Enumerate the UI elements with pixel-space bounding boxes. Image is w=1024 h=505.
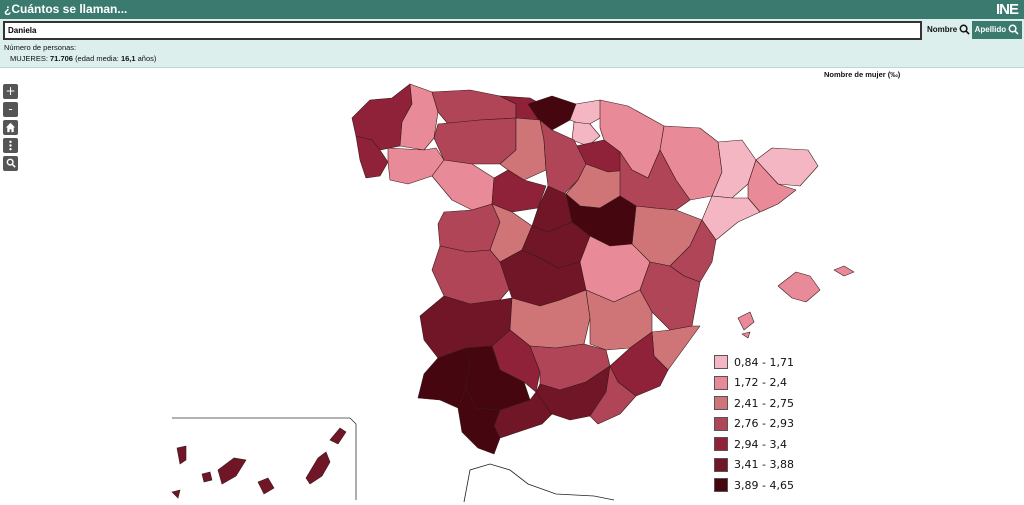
apellido-search-button[interactable]: Apellido xyxy=(972,21,1022,39)
search-icon xyxy=(960,24,971,36)
legend-swatch xyxy=(714,478,728,493)
header-bar: ¿Cuántos se llaman... INE xyxy=(0,0,1024,19)
legend-item: 2,76 - 2,93 xyxy=(714,414,794,435)
province-zamora[interactable] xyxy=(431,159,495,211)
nombre-label: Nombre xyxy=(927,25,958,34)
map-search-button[interactable] xyxy=(3,156,18,171)
province-illes-balears[interactable] xyxy=(777,271,821,303)
province-leon[interactable] xyxy=(433,117,517,165)
island-formentera[interactable] xyxy=(741,331,751,339)
ine-logo[interactable]: INE xyxy=(995,1,1019,18)
island-el-hierro[interactable] xyxy=(171,489,181,499)
legend-label: 3,41 - 3,88 xyxy=(734,458,794,472)
province-alava[interactable] xyxy=(571,121,601,147)
legend-swatch xyxy=(714,355,728,370)
island-menorca[interactable] xyxy=(833,265,855,277)
legend-item: 2,94 - 3,4 xyxy=(714,434,794,455)
province-salamanca[interactable] xyxy=(437,203,501,253)
age-prefix: (edad media: xyxy=(75,54,119,63)
search-input[interactable]: Daniela xyxy=(3,21,922,40)
legend-item: 2,41 - 2,75 xyxy=(714,393,794,414)
legend-label: 2,41 - 2,75 xyxy=(734,396,794,410)
province-cadiz[interactable] xyxy=(457,387,501,455)
legend-swatch xyxy=(714,416,728,431)
province-gipuzkoa[interactable] xyxy=(569,99,605,127)
gender-label: MUJERES: xyxy=(10,54,48,63)
island-la-gomera[interactable] xyxy=(201,471,213,483)
women-count-line: MUJERES: 71.706 (edad media: 16,1 años) xyxy=(10,54,156,63)
legend-swatch xyxy=(714,375,728,390)
women-count: 71.706 xyxy=(50,54,73,63)
province-caceres[interactable] xyxy=(431,245,513,305)
search-icon xyxy=(1008,24,1020,36)
legend-label: 1,72 - 2,4 xyxy=(734,376,787,390)
island-tenerife[interactable] xyxy=(217,457,247,485)
province-lleida[interactable] xyxy=(711,139,757,199)
island-la-palma[interactable] xyxy=(176,445,187,465)
legend-item: 1,72 - 2,4 xyxy=(714,373,794,394)
africa-coastline xyxy=(463,463,615,503)
search-icon xyxy=(6,158,16,168)
legend-item: 0,84 - 1,71 xyxy=(714,352,794,373)
island-ibiza[interactable] xyxy=(737,311,755,331)
island-lanzarote[interactable] xyxy=(329,427,347,445)
map-legend: 0,84 - 1,71 1,72 - 2,4 2,41 - 2,75 2,76 … xyxy=(714,352,794,496)
province-almeria[interactable] xyxy=(589,365,637,425)
province-pontevedra[interactable] xyxy=(355,135,389,179)
province-cordoba[interactable] xyxy=(491,329,541,393)
legend-swatch xyxy=(714,457,728,472)
island-fuerteventura[interactable] xyxy=(305,451,331,485)
more-options-button[interactable] xyxy=(3,138,18,153)
legend-item: 3,41 - 3,88 xyxy=(714,455,794,476)
zoom-out-button[interactable]: - xyxy=(3,102,18,117)
legend-label: 0,84 - 1,71 xyxy=(734,355,794,369)
legend-swatch xyxy=(714,396,728,411)
home-icon xyxy=(5,122,16,133)
mean-age: 16,1 xyxy=(120,54,136,63)
legend-swatch xyxy=(714,437,728,452)
province-barcelona[interactable] xyxy=(747,159,797,213)
home-button[interactable] xyxy=(3,120,18,135)
result-info: Número de personas: MUJERES: 71.706 (eda… xyxy=(0,41,1024,68)
province-burgos[interactable] xyxy=(539,119,587,197)
island-gran-canaria[interactable] xyxy=(257,477,275,495)
canary-inset-frame xyxy=(172,417,357,500)
more-vertical-icon xyxy=(9,140,12,151)
apellido-label: Apellido xyxy=(974,25,1007,34)
legend-label: 2,94 - 3,4 xyxy=(734,437,787,451)
persons-count-label: Número de personas: xyxy=(4,43,77,52)
legend-item: 3,89 - 4,65 xyxy=(714,475,794,496)
age-suffix: años) xyxy=(137,54,157,63)
search-bar: Daniela Nombre Apellido xyxy=(0,19,1024,41)
zoom-in-button[interactable]: + xyxy=(3,84,18,99)
app-title: ¿Cuántos se llaman... xyxy=(4,2,128,16)
legend-label: 2,76 - 2,93 xyxy=(734,417,794,431)
map-title: Nombre de mujer (‰) xyxy=(824,70,901,79)
legend-label: 3,89 - 4,65 xyxy=(734,478,794,492)
nombre-search-button[interactable]: Nombre xyxy=(924,22,974,38)
